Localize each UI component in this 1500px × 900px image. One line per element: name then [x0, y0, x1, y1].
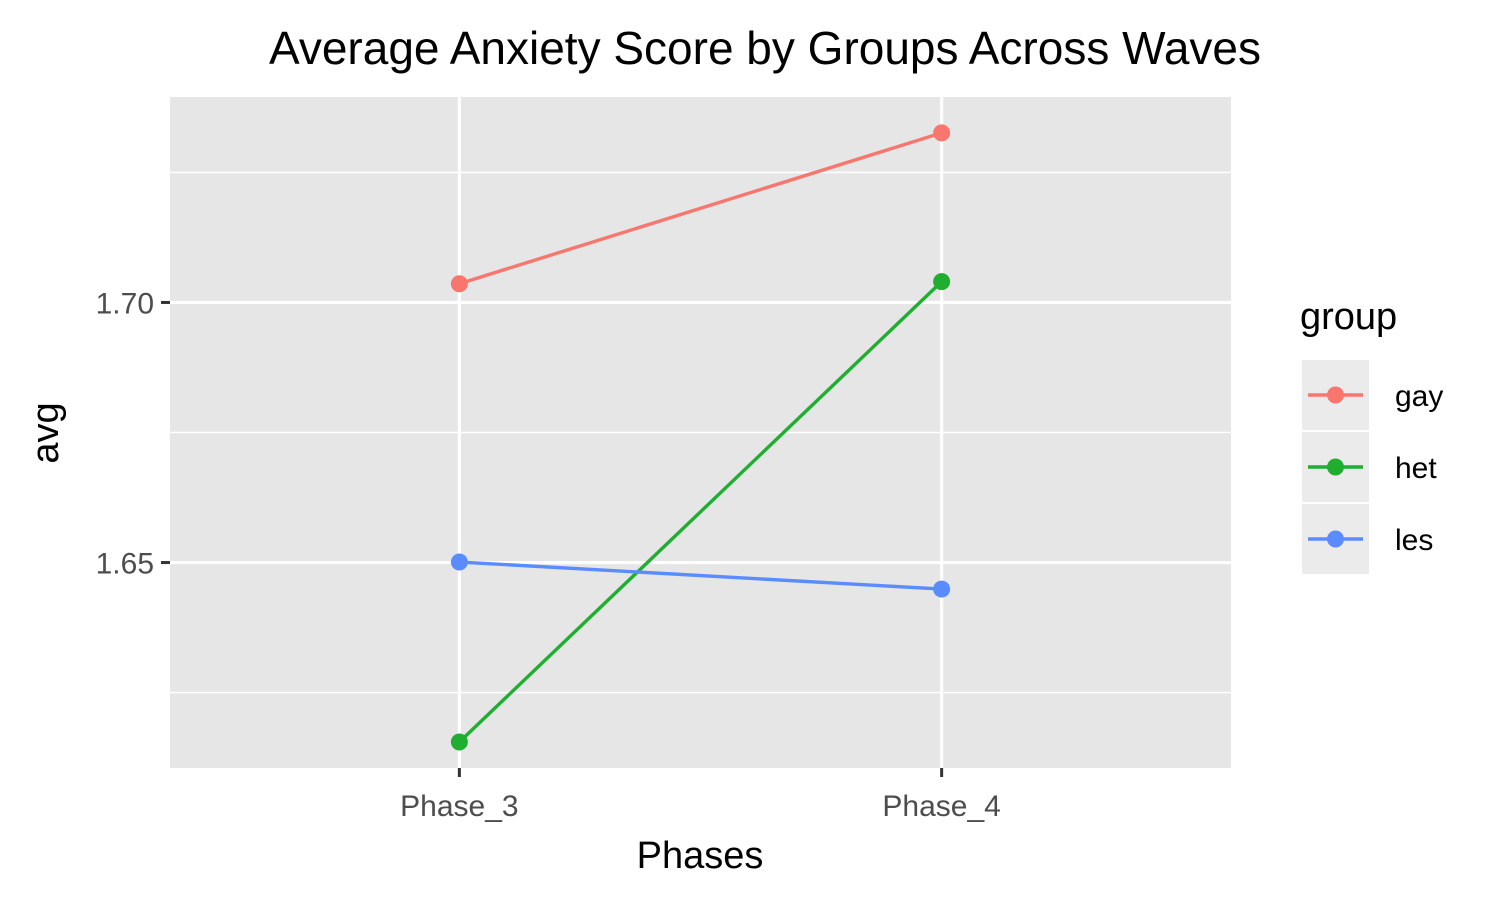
chart-title: Average Anxiety Score by Groups Across W… [269, 22, 1261, 74]
legend-key-point [1327, 530, 1344, 548]
legend-key-point [1327, 386, 1344, 404]
legend: group gay het les [1300, 296, 1443, 574]
legend-keys: gay het les [1302, 360, 1443, 574]
series-layer [450, 124, 951, 751]
x-tick-label: Phase_4 [882, 790, 1000, 823]
y-axis-title: avg [25, 402, 67, 463]
series-line-het [458, 280, 943, 744]
legend-label-les: les [1395, 524, 1433, 557]
gridlines [170, 97, 1231, 768]
x-axis-title: Phases [637, 835, 764, 877]
y-tick-label: 1.65 [96, 548, 154, 581]
x-tick-label: Phase_3 [400, 790, 518, 823]
data-point-gay-Phase_3 [450, 275, 468, 293]
legend-key-point [1327, 458, 1344, 476]
legend-item-gay: gay [1302, 360, 1443, 430]
data-point-gay-Phase_4 [933, 124, 951, 142]
legend-item-les: les [1302, 504, 1433, 574]
legend-label-gay: gay [1395, 380, 1443, 413]
axis-layer: 1.65 1.70 Phase_3 Phase_4 [96, 287, 1001, 823]
series-line-gay [458, 131, 943, 286]
data-point-het-Phase_3 [450, 733, 468, 751]
data-point-les-Phase_4 [933, 580, 951, 598]
legend-title: group [1300, 296, 1397, 338]
data-point-les-Phase_3 [450, 553, 468, 571]
legend-item-het: het [1302, 432, 1437, 502]
series-les [450, 553, 951, 598]
y-tick-label: 1.70 [96, 287, 154, 320]
series-het [450, 273, 951, 751]
data-point-het-Phase_4 [933, 273, 951, 291]
series-gay [450, 124, 951, 293]
legend-label-het: het [1395, 452, 1437, 485]
series-line-les [459, 560, 942, 591]
